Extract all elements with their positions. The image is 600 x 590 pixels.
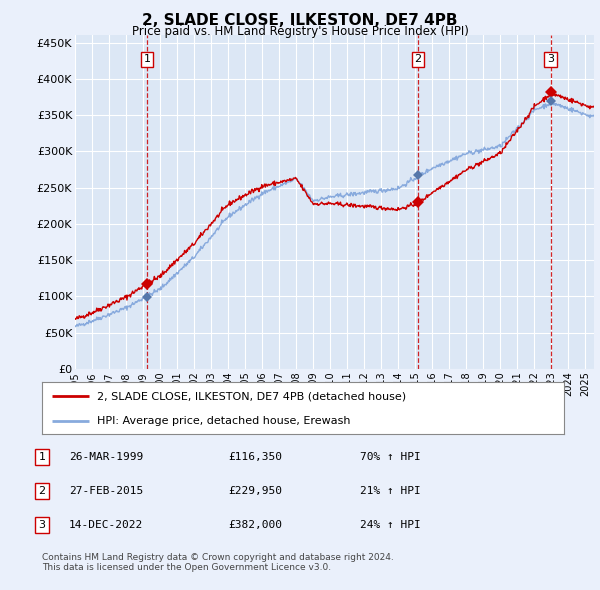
Text: £382,000: £382,000 (228, 520, 282, 530)
Text: This data is licensed under the Open Government Licence v3.0.: This data is licensed under the Open Gov… (42, 563, 331, 572)
Text: 14-DEC-2022: 14-DEC-2022 (69, 520, 143, 530)
Text: £229,950: £229,950 (228, 486, 282, 496)
Text: 2: 2 (415, 54, 421, 64)
Text: 1: 1 (38, 453, 46, 462)
Text: 26-MAR-1999: 26-MAR-1999 (69, 453, 143, 462)
Text: 1: 1 (143, 54, 151, 64)
Text: 2, SLADE CLOSE, ILKESTON, DE7 4PB: 2, SLADE CLOSE, ILKESTON, DE7 4PB (142, 13, 458, 28)
Text: 3: 3 (38, 520, 46, 530)
Text: HPI: Average price, detached house, Erewash: HPI: Average price, detached house, Erew… (97, 416, 350, 425)
Text: 21% ↑ HPI: 21% ↑ HPI (360, 486, 421, 496)
Text: 2: 2 (38, 486, 46, 496)
Text: £116,350: £116,350 (228, 453, 282, 462)
Text: Price paid vs. HM Land Registry's House Price Index (HPI): Price paid vs. HM Land Registry's House … (131, 25, 469, 38)
Text: 24% ↑ HPI: 24% ↑ HPI (360, 520, 421, 530)
Text: Contains HM Land Registry data © Crown copyright and database right 2024.: Contains HM Land Registry data © Crown c… (42, 553, 394, 562)
Text: 3: 3 (547, 54, 554, 64)
Text: 70% ↑ HPI: 70% ↑ HPI (360, 453, 421, 462)
Text: 27-FEB-2015: 27-FEB-2015 (69, 486, 143, 496)
Text: 2, SLADE CLOSE, ILKESTON, DE7 4PB (detached house): 2, SLADE CLOSE, ILKESTON, DE7 4PB (detac… (97, 391, 406, 401)
